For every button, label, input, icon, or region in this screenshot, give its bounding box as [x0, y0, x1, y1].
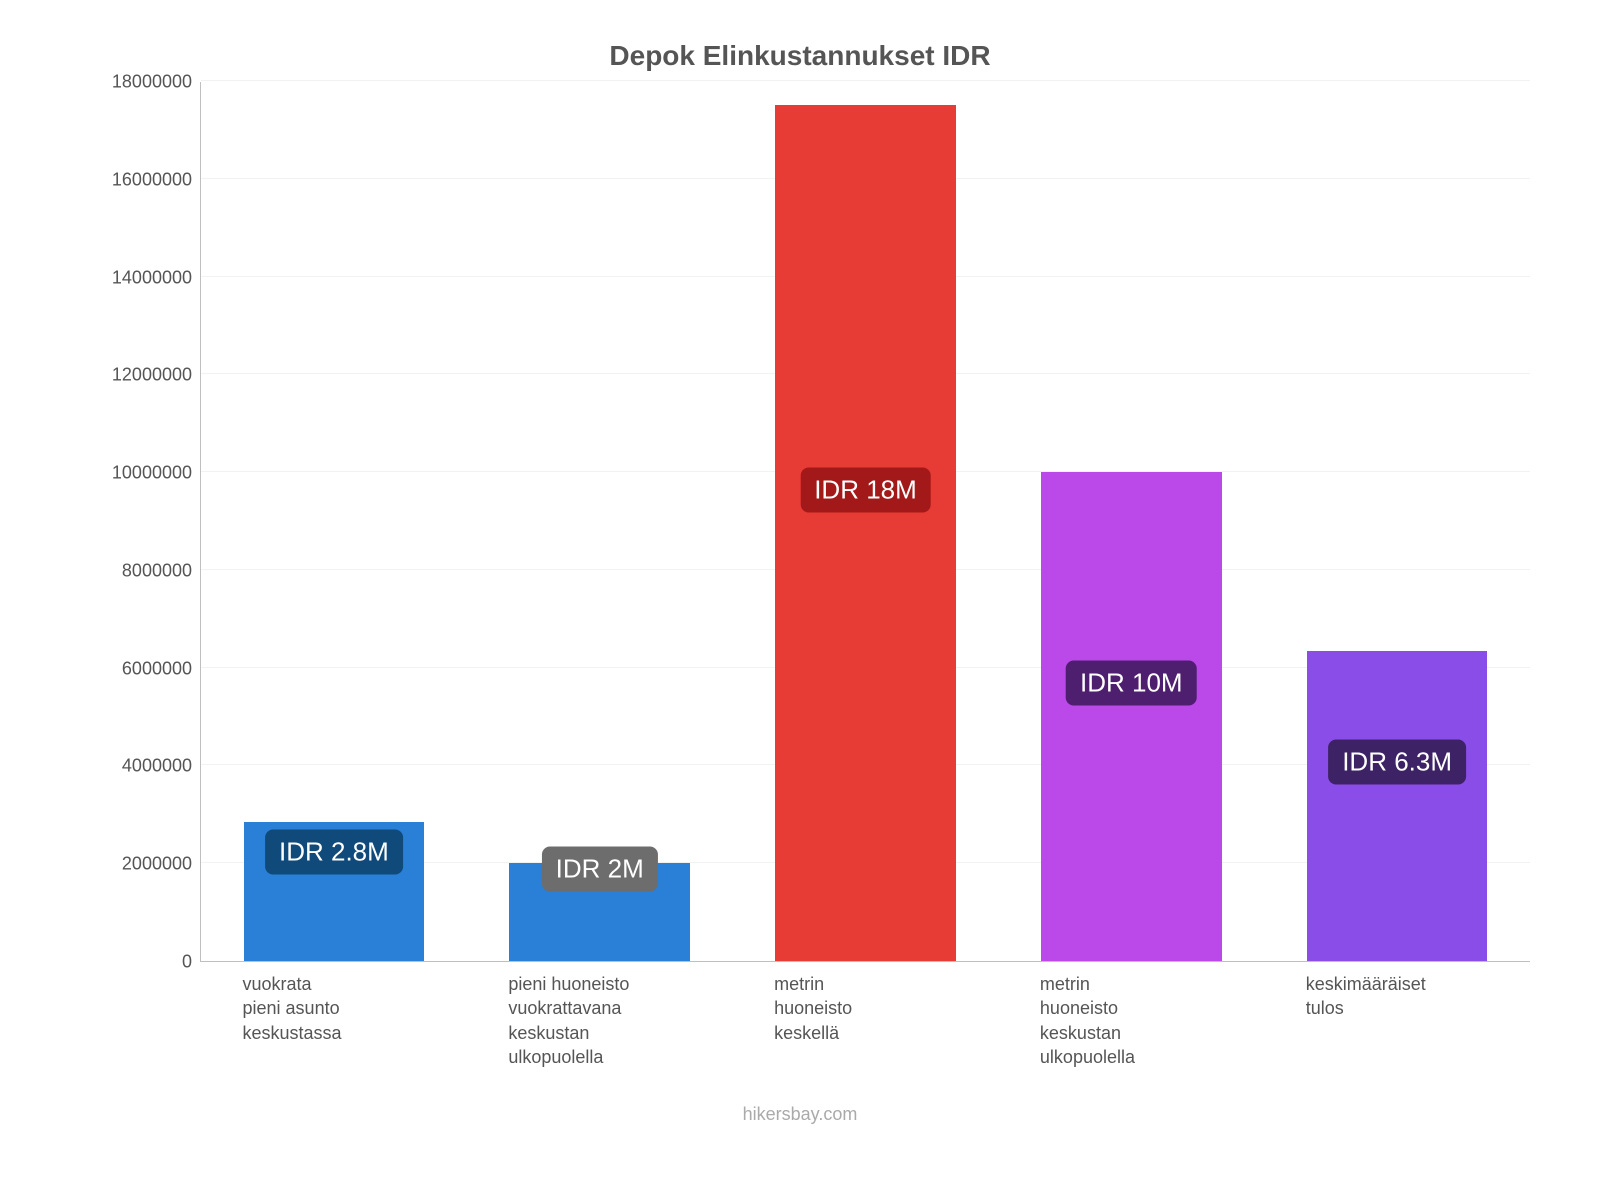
y-tick-label: 14000000: [62, 267, 192, 288]
y-tick-label: 12000000: [62, 365, 192, 386]
bar-value-label: IDR 10M: [1066, 661, 1197, 706]
plot-area: 0200000040000006000000800000010000000120…: [60, 82, 1540, 962]
attribution: hikersbay.com: [60, 1104, 1540, 1125]
y-tick-label: 2000000: [62, 854, 192, 875]
bar-value-label: IDR 2.8M: [265, 830, 403, 875]
y-tick-label: 6000000: [62, 658, 192, 679]
bar: [775, 105, 956, 961]
bar-value-label: IDR 6.3M: [1328, 739, 1466, 784]
chart-title: Depok Elinkustannukset IDR: [60, 40, 1540, 72]
x-category-label: vuokratapieni asuntokeskustassa: [243, 972, 464, 1045]
y-tick-label: 0: [62, 952, 192, 973]
y-tick-label: 18000000: [62, 72, 192, 93]
bar: [1307, 651, 1488, 961]
y-axis: 0200000040000006000000800000010000000120…: [60, 82, 200, 962]
bar: [1041, 472, 1222, 961]
y-tick-label: 4000000: [62, 756, 192, 777]
plot: IDR 2.8M IDR 2M IDR 18M IDR 10M IDR 6.3M: [200, 82, 1530, 962]
bar-value-label: IDR 18M: [800, 468, 931, 513]
y-tick-label: 16000000: [62, 169, 192, 190]
gridline: [201, 80, 1530, 81]
x-category-label: metrinhuoneistokeskustanulkopuolella: [1040, 972, 1261, 1069]
x-axis-labels: vuokratapieni asuntokeskustassa pieni huo…: [200, 962, 1530, 1092]
y-tick-label: 10000000: [62, 463, 192, 484]
x-category-label: metrinhuoneistokeskellä: [774, 972, 995, 1045]
x-category-label: keskimääräisettulos: [1306, 972, 1527, 1021]
y-tick-label: 8000000: [62, 560, 192, 581]
cost-of-living-chart: Depok Elinkustannukset IDR 0 2000000 40000…: [60, 40, 1540, 1140]
bar-value-label: IDR 2M: [542, 847, 658, 892]
x-category-label: pieni huoneistovuokrattavanakeskustanulk…: [508, 972, 729, 1069]
